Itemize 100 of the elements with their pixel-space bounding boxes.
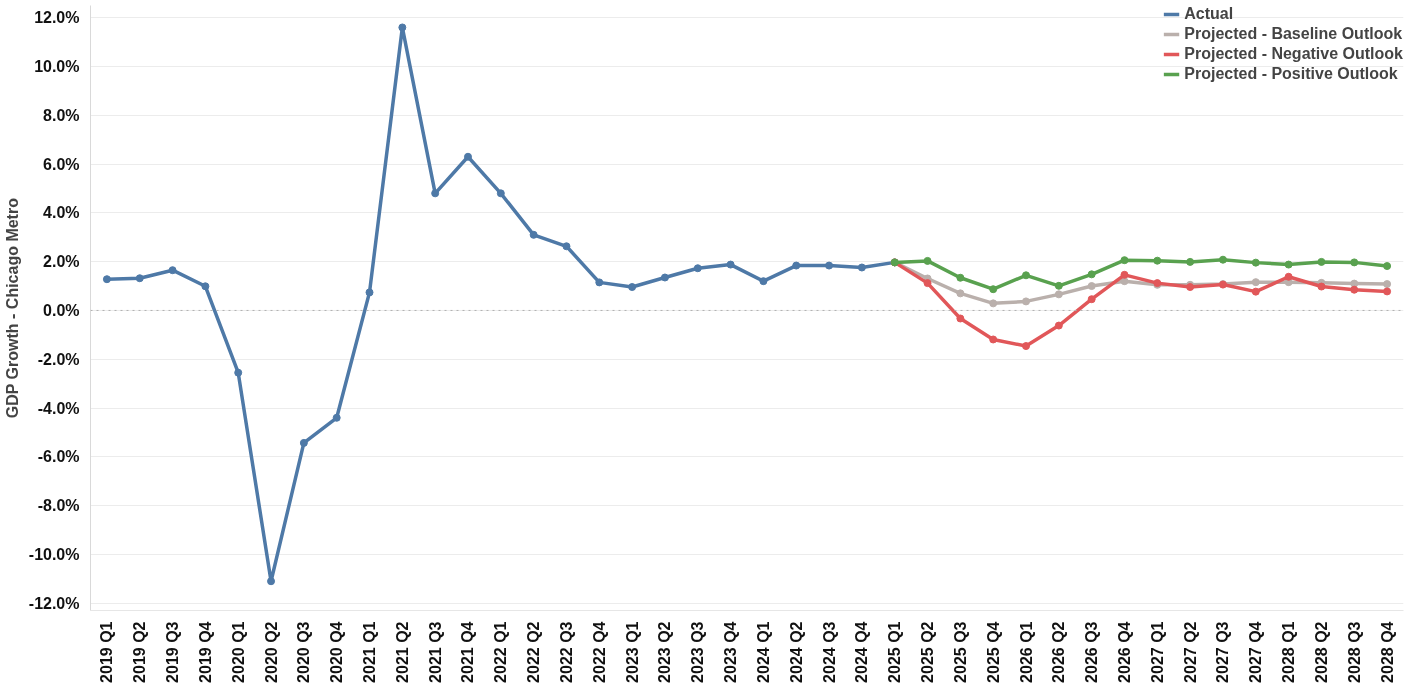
point [1087, 295, 1096, 304]
y-tick-label: -6.0% [37, 448, 80, 466]
point [1350, 258, 1359, 267]
x-tick-label: 2026 Q1 [1017, 621, 1035, 683]
point [759, 277, 768, 286]
x-tick-label: 2026 Q3 [1083, 621, 1101, 683]
point [365, 288, 374, 297]
x-tick-label: 2019 Q2 [131, 621, 149, 683]
x-tick-label: 2020 Q1 [229, 621, 247, 683]
point [267, 577, 276, 586]
point [693, 264, 702, 273]
point [398, 23, 407, 32]
point [299, 438, 308, 447]
point [660, 273, 669, 282]
x-tick-label: 2023 Q1 [623, 621, 641, 683]
x-tick-label: 2027 Q3 [1214, 621, 1232, 683]
y-tick-label: 8.0% [43, 106, 80, 124]
point [825, 261, 834, 270]
y-tick-label: 10.0% [34, 57, 80, 75]
x-tick-label: 2028 Q2 [1312, 621, 1330, 683]
point [1284, 260, 1293, 269]
legend-label: Projected - Positive Outlook [1184, 65, 1398, 83]
point [923, 256, 932, 265]
legend-label: Actual [1184, 5, 1234, 23]
point [168, 266, 177, 275]
x-tick-label: 2021 Q3 [426, 621, 444, 683]
point [496, 189, 505, 198]
point [1350, 285, 1359, 294]
point [1350, 279, 1359, 288]
x-tick-label: 2027 Q4 [1247, 621, 1265, 683]
x-tick-label: 2020 Q4 [328, 621, 346, 683]
x-tick-label: 2023 Q4 [722, 621, 740, 683]
x-tick-label: 2022 Q1 [492, 621, 510, 683]
point [1153, 256, 1162, 265]
x-tick-label: 2026 Q4 [1115, 621, 1133, 683]
y-axis-title: GDP Growth - Chicago Metro [3, 197, 21, 419]
x-tick-label: 2022 Q3 [557, 621, 575, 683]
point [332, 413, 341, 422]
point [1120, 256, 1129, 265]
x-tick-label: 2024 Q1 [754, 621, 772, 683]
x-tick-label: 2020 Q2 [262, 621, 280, 683]
point [1251, 258, 1260, 267]
x-tick-label: 2021 Q1 [361, 621, 379, 683]
y-tick-label: 0.0% [43, 301, 80, 319]
point [234, 368, 243, 377]
x-tick-label: 2027 Q1 [1148, 621, 1166, 683]
point [956, 314, 965, 323]
x-tick-label: 2021 Q2 [393, 621, 411, 683]
point [1317, 282, 1326, 291]
point [1186, 257, 1195, 266]
point [956, 289, 965, 298]
y-tick-label: -10.0% [28, 545, 80, 563]
x-tick-label: 2025 Q4 [984, 621, 1002, 683]
y-tick-label: -2.0% [37, 350, 80, 368]
legend-label: Projected - Negative Outlook [1184, 45, 1403, 63]
x-tick-label: 2025 Q3 [951, 621, 969, 683]
point [1022, 342, 1031, 351]
x-tick-label: 2027 Q2 [1181, 621, 1199, 683]
y-tick-label: 4.0% [43, 204, 80, 222]
x-tick-label: 2028 Q1 [1280, 621, 1298, 683]
point [1054, 321, 1063, 330]
point [1022, 297, 1031, 306]
point [1054, 281, 1063, 290]
y-tick-label: -4.0% [37, 399, 80, 417]
x-tick-label: 2024 Q3 [820, 621, 838, 683]
x-tick-label: 2020 Q3 [295, 621, 313, 683]
x-tick-label: 2024 Q2 [787, 621, 805, 683]
point [595, 278, 604, 287]
x-tick-label: 2024 Q4 [853, 621, 871, 683]
point [1251, 287, 1260, 296]
point [923, 279, 932, 288]
point [792, 261, 801, 270]
point [989, 335, 998, 344]
x-tick-label: 2019 Q1 [98, 621, 116, 683]
point [956, 273, 965, 282]
point [529, 230, 538, 239]
y-tick-label: -12.0% [28, 594, 80, 612]
x-tick-label: 2019 Q3 [164, 621, 182, 683]
y-tick-label: -8.0% [37, 497, 80, 515]
x-tick-label: 2022 Q4 [590, 621, 608, 683]
point [1022, 271, 1031, 280]
point [1087, 270, 1096, 279]
x-tick-label: 2025 Q1 [886, 621, 904, 683]
point [1284, 272, 1293, 281]
point [989, 299, 998, 308]
x-tick-label: 2026 Q2 [1050, 621, 1068, 683]
x-tick-label: 2021 Q4 [459, 621, 477, 683]
point [628, 283, 637, 292]
y-tick-label: 12.0% [34, 9, 80, 27]
point [1120, 270, 1129, 279]
y-tick-label: 2.0% [43, 253, 80, 271]
point [431, 189, 440, 198]
x-tick-label: 2022 Q2 [525, 621, 543, 683]
point [857, 263, 866, 272]
point [726, 260, 735, 269]
legend-label: Projected - Baseline Outlook [1184, 25, 1403, 43]
x-tick-label: 2028 Q3 [1345, 621, 1363, 683]
point [562, 242, 571, 251]
point [102, 275, 111, 284]
y-tick-label: 6.0% [43, 155, 80, 173]
